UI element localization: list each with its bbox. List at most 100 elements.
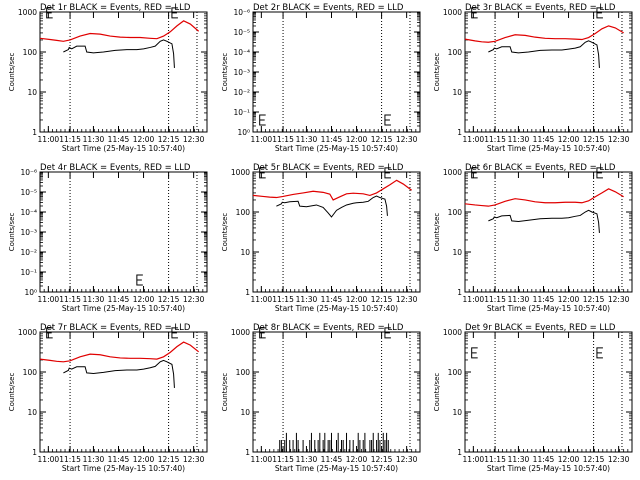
x-tick-label: 12:30 — [608, 135, 630, 144]
x-axis-label: Start Time (25-May-15 10:57:40) — [62, 144, 185, 153]
x-tick-label: 11:30 — [83, 295, 105, 304]
plot-frame — [464, 11, 633, 133]
y-tick-label: 10⁻⁵ — [233, 28, 250, 37]
x-axis-label: Start Time (25-May-15 10:57:40) — [62, 464, 185, 473]
x-tick-label: 11:15 — [272, 295, 294, 304]
x-tick-label: 11:45 — [108, 295, 130, 304]
x-tick-label: 11:15 — [484, 295, 506, 304]
series-line-lld — [39, 341, 200, 363]
e-marker — [171, 327, 178, 339]
x-tick-label: 12:00 — [558, 295, 580, 304]
series-line-events — [63, 359, 175, 388]
x-tick-label: 11:45 — [533, 135, 555, 144]
y-tick-label: 100 — [236, 368, 251, 377]
e-marker — [471, 7, 478, 19]
y-tick-label: 1 — [457, 448, 462, 457]
chart-panel-det7: Det 7r BLACK = Events, RED = LLD 1 10 100 10… — [8, 323, 208, 473]
chart-title: Det 7r BLACK = Events, RED = LLD — [40, 323, 191, 333]
y-tick-label: 10⁰ — [237, 128, 250, 137]
x-tick-label: 12:00 — [133, 455, 155, 464]
chart-panel-det2: Det 2r BLACK = Events, RED = LLD 10⁰ 10⁻¹ 1… — [221, 3, 421, 153]
y-tick-label: 10⁻⁴ — [20, 208, 37, 217]
y-axis-label: Counts/sec — [8, 53, 16, 92]
e-marker — [384, 114, 391, 126]
x-tick-label: 11:45 — [321, 135, 343, 144]
x-tick-label: 11:00 — [38, 295, 60, 304]
y-tick-label: 1 — [457, 288, 462, 297]
x-tick-label: 12:30 — [396, 455, 418, 464]
x-tick-label: 12:30 — [396, 135, 418, 144]
y-axis-label: Counts/sec — [8, 213, 16, 252]
series-line-events — [488, 209, 600, 233]
x-axis-label: Start Time (25-May-15 10:57:40) — [275, 464, 398, 473]
y-tick-label: 1000 — [443, 168, 462, 177]
chart-panel-det3: Det 3r BLACK = Events, RED = LLD 1 10 100 10… — [433, 3, 633, 153]
series-line-lld — [39, 20, 200, 42]
y-tick-label: 100 — [448, 48, 463, 57]
y-tick-label: 10 — [27, 88, 37, 97]
x-tick-label: 12:00 — [558, 455, 580, 464]
e-marker — [171, 7, 178, 19]
x-tick-label: 12:30 — [183, 295, 205, 304]
chart-panel-det6: Det 6r BLACK = Events, RED = LLD 1 10 100 10… — [433, 163, 633, 313]
e-marker — [471, 167, 478, 179]
y-tick-label: 1000 — [443, 328, 462, 337]
e-marker — [596, 7, 603, 19]
y-axis-label: Counts/sec — [433, 213, 441, 252]
plot-frame — [252, 11, 421, 133]
y-tick-label: 1000 — [18, 8, 37, 17]
x-tick-label: 12:00 — [346, 135, 368, 144]
x-tick-label: 11:00 — [463, 135, 485, 144]
chart-title: Det 3r BLACK = Events, RED = LLD — [465, 3, 616, 13]
y-axis-label: Counts/sec — [221, 373, 229, 412]
y-tick-label: 1000 — [443, 8, 462, 17]
y-tick-label: 100 — [448, 368, 463, 377]
y-tick-label: 1 — [32, 128, 37, 137]
x-tick-label: 12:00 — [558, 135, 580, 144]
plot-frame — [39, 331, 208, 453]
y-axis-label: Counts/sec — [433, 53, 441, 92]
x-tick-label: 11:15 — [59, 135, 81, 144]
x-tick-label: 12:00 — [133, 135, 155, 144]
chart-title: Det 5r BLACK = Events, RED = LLD — [253, 163, 404, 173]
x-tick-label: 11:15 — [484, 455, 506, 464]
plot-frame — [252, 171, 421, 293]
x-tick-label: 11:00 — [251, 295, 273, 304]
y-axis-label: Counts/sec — [221, 53, 229, 92]
x-tick-label: 11:15 — [272, 455, 294, 464]
x-tick-label: 11:45 — [108, 135, 130, 144]
y-axis-label: Counts/sec — [433, 373, 441, 412]
x-tick-label: 11:30 — [296, 135, 318, 144]
series-line-lld — [464, 188, 624, 207]
y-tick-label: 10 — [27, 408, 37, 417]
chart-panel-det1: Det 1r BLACK = Events, RED = LLD 1 10 100 10… — [8, 3, 208, 153]
y-tick-label: 10 — [240, 408, 250, 417]
x-tick-label: 12:15 — [158, 455, 180, 464]
y-tick-label: 10⁻² — [233, 88, 250, 97]
chart-panel-det4: Det 4r BLACK = Events, RED = LLD 10⁰ 10⁻¹ 1… — [8, 163, 208, 313]
x-tick-label: 12:15 — [371, 135, 393, 144]
series-line-lld — [464, 25, 624, 43]
e-marker — [596, 347, 603, 359]
x-tick-label: 11:15 — [484, 135, 506, 144]
e-marker — [46, 7, 53, 19]
x-tick-label: 12:30 — [396, 295, 418, 304]
x-tick-label: 11:30 — [83, 455, 105, 464]
x-tick-label: 11:45 — [533, 455, 555, 464]
e-marker — [259, 327, 266, 339]
y-tick-label: 10⁻⁴ — [233, 48, 250, 57]
e-marker — [471, 347, 478, 359]
x-tick-label: 12:15 — [371, 455, 393, 464]
plot-frame — [39, 11, 208, 133]
x-tick-label: 11:15 — [59, 455, 81, 464]
x-tick-label: 12:15 — [583, 295, 605, 304]
e-marker — [596, 167, 603, 179]
x-tick-label: 11:00 — [251, 455, 273, 464]
plot-frame — [464, 331, 633, 453]
y-tick-label: 10⁻⁶ — [20, 168, 37, 177]
x-tick-label: 12:15 — [158, 135, 180, 144]
y-tick-label: 1 — [245, 448, 250, 457]
x-axis-label: Start Time (25-May-15 10:57:40) — [487, 144, 610, 153]
y-tick-label: 10 — [452, 408, 462, 417]
y-tick-label: 10⁻² — [20, 248, 37, 257]
